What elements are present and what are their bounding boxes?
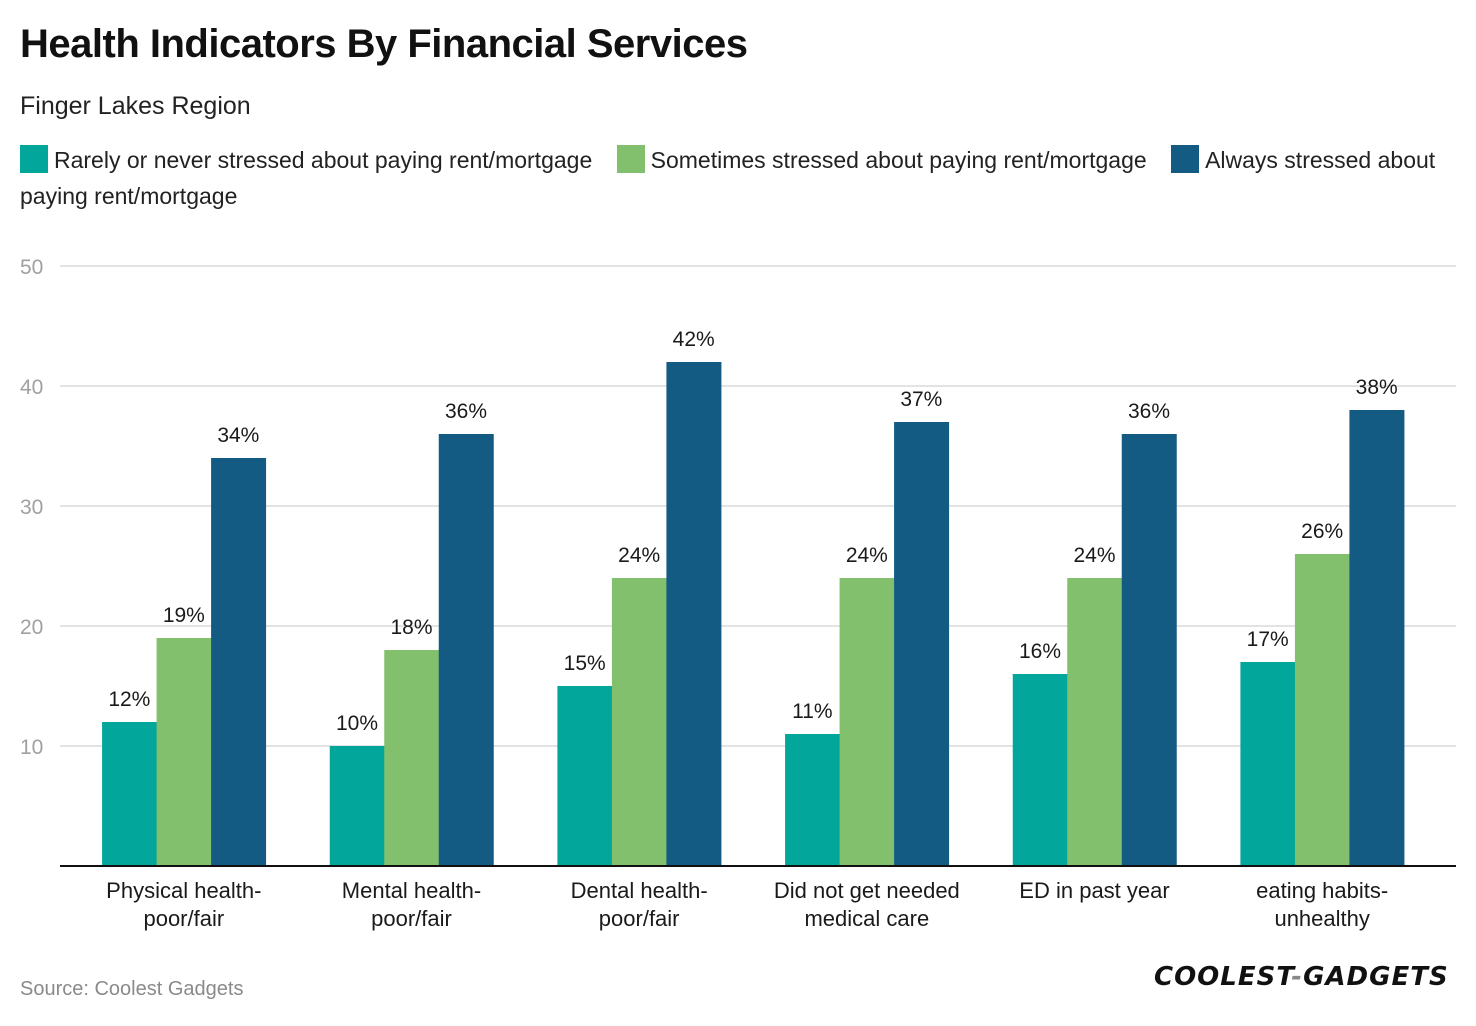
data-label: 38% (1356, 376, 1398, 399)
data-label: 37% (900, 388, 942, 411)
x-axis-labels: Physical health-poor/fair Mental health-p… (106, 878, 1388, 931)
x-tick-label: Dental health- (571, 878, 708, 903)
data-label: 17% (1247, 628, 1289, 651)
x-tick-label: Mental health- (342, 878, 481, 903)
legend-item-always[interactable]: Always stressed about paying rent/mortga… (20, 145, 1436, 209)
x-tick-label: Physical health- (106, 878, 261, 903)
logo-text-left: COOLEST (1154, 962, 1292, 992)
data-label: 36% (445, 400, 487, 423)
logo-dash: - (1291, 962, 1304, 992)
bar[interactable] (1349, 410, 1405, 866)
data-label: 19% (163, 604, 205, 627)
bar[interactable] (384, 650, 440, 866)
data-label: 36% (1128, 400, 1170, 423)
bar[interactable] (557, 686, 613, 866)
legend-swatch-sometimes (616, 145, 645, 173)
bar[interactable] (1012, 674, 1068, 866)
y-axis-ticks: 10 20 30 40 50 (20, 256, 43, 759)
data-label: 10% (336, 712, 378, 735)
data-label: 12% (108, 688, 150, 711)
bar[interactable] (1240, 662, 1296, 866)
x-tick-label: Did not get needed (774, 878, 960, 903)
legend-swatch-rarely (20, 145, 48, 173)
chart-subtitle: Finger Lakes Region (20, 92, 251, 120)
data-label: 34% (217, 424, 259, 447)
x-tick-label: poor/fair (599, 906, 680, 931)
data-label: 11% (792, 700, 832, 723)
bar[interactable] (1294, 554, 1350, 866)
legend: Rarely or never stressed about paying re… (20, 142, 1440, 214)
x-tick-label: poor/fair (143, 906, 224, 931)
bar[interactable] (438, 434, 494, 866)
legend-swatch-always (1171, 145, 1200, 173)
bar[interactable] (611, 578, 667, 866)
data-label: 24% (846, 544, 888, 567)
source-note: Source: Coolest Gadgets (20, 978, 244, 1000)
x-tick-label: poor/fair (371, 906, 452, 931)
bar[interactable] (666, 362, 722, 866)
brand-logo: COOLEST-GADGETS (1154, 962, 1449, 992)
data-label: 24% (1073, 544, 1115, 567)
data-label: 24% (618, 544, 660, 567)
bar[interactable] (785, 734, 841, 866)
bar[interactable] (329, 746, 385, 866)
x-tick-label: medical care (804, 906, 929, 931)
bars (102, 362, 1405, 866)
data-label: 18% (390, 616, 432, 639)
data-labels: 12% 19% 34% 10% 18% 36% 15% 24% 42% 11% 24% 37% 16% 2… (108, 328, 1397, 735)
x-tick-label: eating habits- (1256, 878, 1388, 903)
bar[interactable] (211, 458, 267, 866)
bar[interactable] (839, 578, 895, 866)
legend-label-rarely: Rarely or never stressed about paying re… (54, 147, 593, 173)
bar[interactable] (894, 422, 950, 866)
chart-title: Health Indicators By Financial Services (20, 22, 748, 66)
data-label: 42% (673, 328, 715, 351)
data-label: 26% (1301, 520, 1343, 543)
logo-text-right: GADGETS (1303, 962, 1449, 992)
legend-item-rarely[interactable]: Rarely or never stressed about paying re… (20, 145, 599, 173)
y-tick-label: 30 (20, 496, 43, 519)
legend-item-sometimes[interactable]: Sometimes stressed about paying rent/mor… (616, 145, 1153, 173)
y-tick-label: 10 (20, 736, 43, 759)
y-tick-label: 50 (20, 256, 43, 279)
x-tick-label: ED in past year (1019, 878, 1169, 903)
gridlines (60, 265, 1456, 747)
bar[interactable] (102, 722, 158, 866)
legend-label-always: Always stressed about paying rent/mortga… (20, 147, 1436, 209)
bar[interactable] (156, 638, 212, 866)
bar[interactable] (1067, 578, 1123, 866)
y-tick-label: 40 (20, 376, 43, 399)
bar[interactable] (1121, 434, 1177, 866)
legend-label-sometimes: Sometimes stressed about paying rent/mor… (650, 147, 1147, 173)
data-label: 16% (1019, 640, 1061, 663)
y-tick-label: 20 (20, 616, 43, 639)
data-label: 15% (564, 652, 606, 675)
x-tick-label: unhealthy (1274, 906, 1369, 931)
